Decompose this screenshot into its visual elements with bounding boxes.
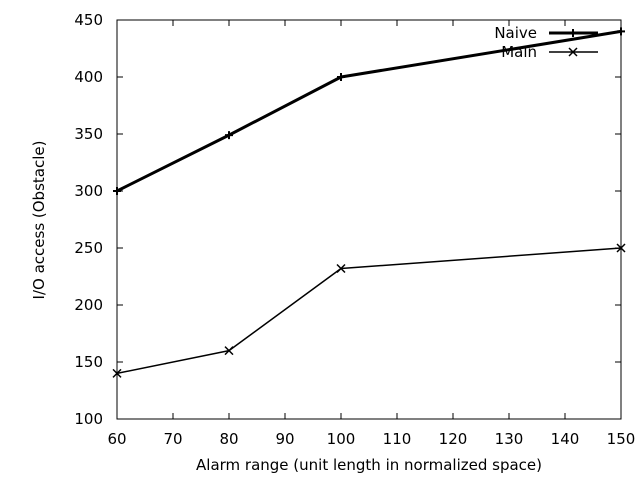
x-tick-label: 140 — [551, 430, 580, 448]
x-tick-label: 110 — [383, 430, 412, 448]
data-point-main — [112, 368, 122, 378]
series-naive — [113, 27, 625, 195]
y-axis-label: I/O access (Obstacle) — [30, 141, 48, 300]
series-layer — [112, 27, 626, 378]
y-tick-label: 450 — [74, 11, 103, 29]
series-main — [112, 243, 626, 378]
x-tick-label: 60 — [107, 430, 126, 448]
x-tick-label: 130 — [495, 430, 524, 448]
legend-label-naive: Naive — [494, 24, 537, 42]
x-tick-label: 100 — [327, 430, 356, 448]
y-tick-label: 200 — [74, 296, 103, 314]
legend-marker-naive — [569, 29, 577, 37]
x-axis-label: Alarm range (unit length in normalized s… — [196, 456, 542, 474]
x-tick-label: 70 — [163, 430, 182, 448]
y-tick-label: 350 — [74, 125, 103, 143]
legend-label-main: Main — [501, 43, 537, 61]
x-tick-label: 120 — [439, 430, 468, 448]
data-point-naive — [337, 73, 345, 81]
legend-marker-main — [568, 47, 578, 57]
y-tick-label: 250 — [74, 239, 103, 257]
data-point-main — [616, 243, 626, 253]
x-axis-ticks: 60 70 80 90 100 110 120 130 140 150 — [107, 20, 635, 448]
plot-frame — [116, 19, 622, 420]
series-line-main — [116, 247, 622, 375]
x-tick-label: 150 — [607, 430, 636, 448]
y-tick-label: 400 — [74, 68, 103, 86]
y-tick-label: 100 — [74, 410, 103, 428]
data-point-main — [336, 263, 346, 274]
data-point-naive — [113, 187, 121, 195]
y-tick-label: 300 — [74, 182, 103, 200]
y-axis-ticks: 100 150 200 250 300 350 400 450 — [74, 11, 621, 428]
series-line-naive — [116, 29, 622, 193]
data-point-naive — [225, 131, 233, 140]
x-tick-label: 80 — [219, 430, 238, 448]
x-tick-label: 90 — [275, 430, 294, 448]
data-point-naive — [617, 27, 625, 36]
y-tick-label: 150 — [74, 353, 103, 371]
data-point-main — [224, 346, 234, 356]
